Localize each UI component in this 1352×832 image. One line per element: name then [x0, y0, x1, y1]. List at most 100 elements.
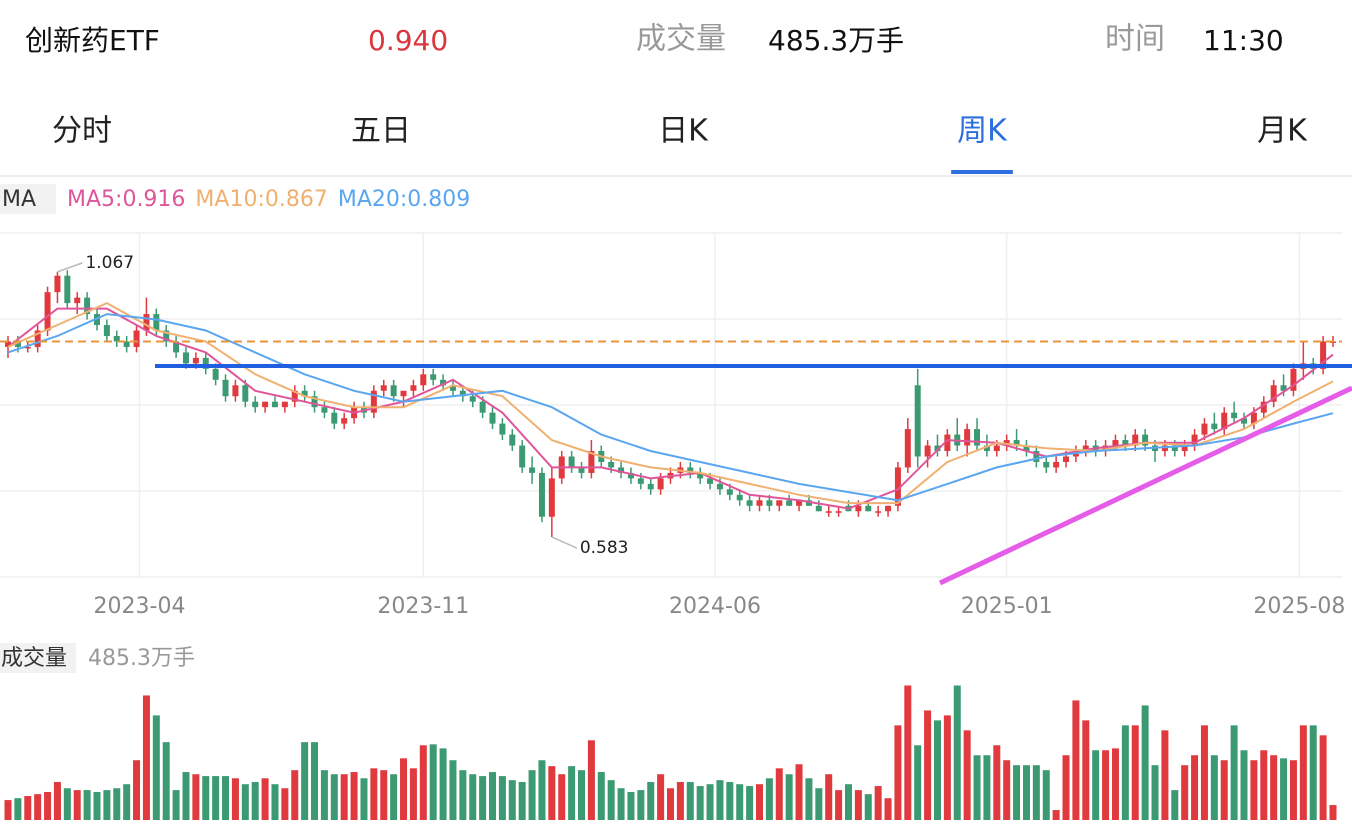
volume-bar — [933, 720, 941, 820]
volume-bar — [1210, 755, 1218, 820]
candle-body — [271, 401, 278, 408]
candle-body — [1033, 451, 1040, 462]
volume-bar — [142, 695, 150, 820]
candle-body — [618, 467, 625, 473]
volume-bar — [914, 745, 922, 820]
candle-body — [924, 445, 931, 457]
candle-body — [509, 434, 516, 446]
candle-body — [499, 423, 506, 435]
annotation-leader — [551, 536, 578, 549]
candle-body — [301, 390, 308, 397]
candle-body — [548, 478, 555, 517]
volume-bar — [538, 760, 546, 820]
candle-body — [232, 385, 239, 397]
candle-body — [370, 390, 377, 413]
volume-bar — [152, 715, 160, 820]
volume-bar — [587, 740, 595, 820]
volume-bar — [726, 782, 734, 820]
candle-body — [993, 445, 1000, 452]
volume-bar — [1289, 760, 1297, 820]
tab[interactable]: 日K — [658, 114, 709, 149]
x-tick-label: 2025-01 — [961, 594, 1053, 619]
volume-bar — [172, 790, 180, 820]
ma-line — [7, 313, 1334, 502]
candle-body — [449, 385, 456, 391]
candle-body — [687, 467, 694, 473]
volume-bar — [271, 784, 279, 820]
volume-bar — [924, 710, 932, 820]
candle-body — [400, 390, 407, 397]
time-label: 时间 — [1105, 22, 1165, 57]
volume-bar — [844, 784, 852, 820]
tab-indicator — [951, 170, 1013, 174]
candle-body — [44, 292, 51, 331]
price: 0.940 — [368, 24, 448, 57]
candle-body — [390, 385, 397, 397]
candle-body — [647, 483, 654, 490]
annotation-label: 0.583 — [580, 538, 629, 558]
candle-body — [944, 434, 951, 452]
candle-body — [914, 385, 921, 457]
candle-body — [657, 478, 664, 490]
volume-bar — [340, 774, 348, 820]
volume-bar — [1191, 755, 1199, 820]
candle-body — [825, 511, 832, 513]
candle-body — [746, 500, 753, 506]
volume-bar — [73, 790, 81, 820]
volume-bar — [320, 770, 328, 820]
volume-bar — [1102, 750, 1110, 820]
volume-bar — [647, 782, 655, 820]
volume-bar — [439, 748, 447, 820]
candle-body — [627, 472, 634, 479]
tab[interactable]: 五日 — [351, 114, 411, 149]
volume-bar — [785, 774, 793, 820]
volume-bar — [1260, 750, 1268, 820]
volume-bar — [835, 790, 843, 820]
candle-body — [716, 483, 723, 490]
candle-body — [1003, 440, 1010, 446]
candle-body — [489, 412, 496, 424]
candle-body — [894, 467, 901, 506]
legend-tag — [0, 184, 56, 214]
volume-bar — [607, 780, 615, 820]
candle-body — [756, 500, 763, 506]
volume-bar — [864, 794, 872, 820]
volume-bar — [1250, 760, 1258, 820]
candle-body — [74, 297, 81, 304]
candle-body — [529, 467, 536, 473]
candle-body — [173, 341, 180, 353]
candle-body — [964, 429, 971, 446]
volume-bar — [1181, 765, 1189, 820]
volume-bar — [755, 784, 763, 820]
volume-bar — [44, 791, 52, 820]
volume-bar — [1161, 730, 1169, 820]
tab[interactable]: 分时 — [52, 114, 112, 149]
price-chart: 2023-04 2023-11 2024-06 2025-01 2025-08 MA MA5… — [0, 184, 1345, 619]
candle-body — [1082, 445, 1089, 452]
volume-chart: 成交量 485.3万手 — [0, 643, 1337, 820]
candle-body — [1191, 434, 1198, 446]
volume-bar — [696, 786, 704, 820]
volume-bar — [508, 780, 516, 820]
candle-body — [321, 407, 328, 413]
tab[interactable]: 月K — [1257, 114, 1308, 149]
volume-bar — [667, 788, 674, 820]
candle-body — [1181, 445, 1188, 452]
candle-body — [103, 325, 110, 336]
volume-subtitle: 485.3万手 — [88, 646, 195, 671]
volume-bar — [123, 784, 131, 820]
volume-bar — [1329, 805, 1337, 820]
candle-body — [252, 401, 259, 408]
tab[interactable]: 周K — [957, 114, 1008, 149]
candle-body — [796, 500, 803, 506]
candle-body — [1171, 445, 1178, 452]
volume-bar — [1240, 750, 1248, 820]
candle-body — [84, 297, 91, 315]
volume-bar — [222, 776, 230, 820]
candle-body — [311, 396, 318, 408]
candle-body — [192, 357, 199, 364]
candle-body — [776, 500, 783, 506]
volume-bar — [795, 764, 803, 820]
volume-bar — [53, 782, 61, 820]
